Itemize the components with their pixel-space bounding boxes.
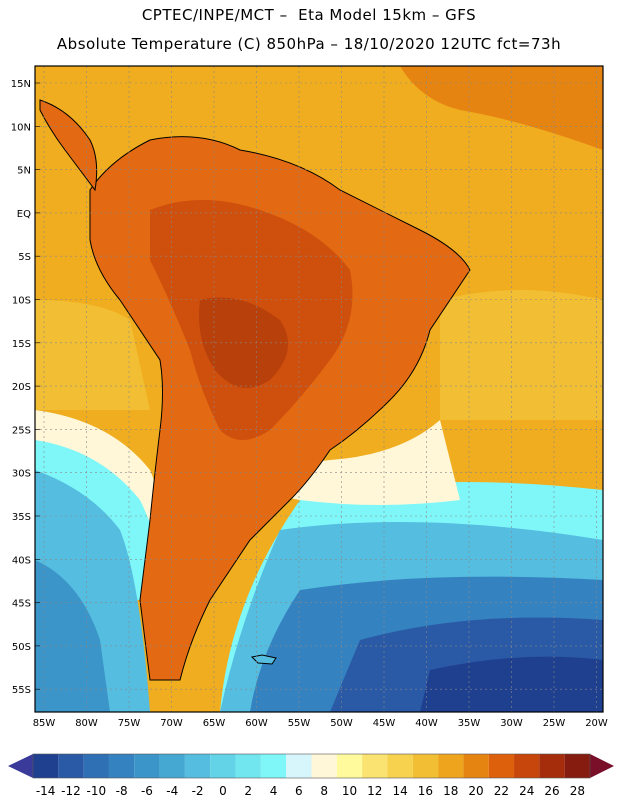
central-america-land <box>39 99 98 192</box>
colorbar-swatch <box>514 754 540 778</box>
map-frame <box>34 65 604 713</box>
colorbar-swatch <box>58 754 84 778</box>
lat-tick-label: EQ <box>17 209 31 220</box>
colorbar-under-arrow <box>8 754 33 778</box>
lon-tick-label: 80W <box>75 718 98 729</box>
colorbar-swatch <box>463 754 489 778</box>
lon-tick-label: 20W <box>585 718 608 729</box>
lat-tick-label: 10N <box>11 122 31 133</box>
colorbar-tick-label: 4 <box>270 784 278 798</box>
map-title-variable: Absolute Temperature (C) 850hPa – 18/10/… <box>56 35 562 53</box>
colorbar-tick-label: 14 <box>392 784 407 798</box>
lon-tick-label: 30W <box>500 718 523 729</box>
lat-tick-label: 45S <box>12 599 31 610</box>
colorbar-swatch <box>488 754 515 778</box>
colorbar-tick-label: 8 <box>320 784 328 798</box>
lat-tick-label: 5N <box>17 166 31 177</box>
colorbar: -14 -12 -10 -8 -6 -4 -2 0 2 4 6 8 10 12 14 16 18 20 22 24 26… <box>8 753 614 798</box>
colorbar-tick-label: 24 <box>519 784 534 798</box>
lon-tick-label: 85W <box>33 718 56 729</box>
lon-tick-label: 75W <box>118 718 141 729</box>
colorbar-swatch <box>134 754 160 778</box>
colorbar-tick-label: 22 <box>494 784 509 798</box>
colorbar-swatch <box>159 754 185 778</box>
lat-tick-label: 25S <box>12 425 31 436</box>
lat-tick-label: 15N <box>11 79 31 90</box>
temperature-band-pacific-minus4c <box>35 560 110 712</box>
colorbar-swatch <box>286 754 312 778</box>
colorbar-tick-label: 28 <box>570 784 585 798</box>
colorbar-tick-label: 20 <box>468 784 483 798</box>
colorbar-tick-label: 2 <box>244 784 252 798</box>
lon-tick-label: 55W <box>288 718 311 729</box>
colorbar-tick-label: -8 <box>116 784 128 798</box>
map-title-model: CPTEC/INPE/MCT – Eta Model 15km – GFS <box>141 6 477 24</box>
lon-tick-label: 40W <box>415 718 438 729</box>
colorbar-swatch <box>336 754 363 778</box>
colorbar-tick-label: -14 <box>36 784 56 798</box>
lon-tick-label: 70W <box>160 718 183 729</box>
lon-tick-label: 60W <box>245 718 268 729</box>
colorbar-tick-label: -6 <box>141 784 153 798</box>
colorbar-tick-label: 18 <box>443 784 458 798</box>
colorbar-swatch <box>108 754 135 778</box>
colorbar-swatch <box>235 754 261 778</box>
lat-tick-label: 15S <box>12 339 31 350</box>
lon-tick-label: 65W <box>203 718 226 729</box>
lon-tick-label: 35W <box>458 718 481 729</box>
colorbar-tick-label: 6 <box>295 784 303 798</box>
colorbar-tick-label: -12 <box>61 784 81 798</box>
lat-tick-label: 5S <box>18 252 31 263</box>
colorbar-swatch <box>564 754 590 778</box>
colorbar-swatch <box>33 754 59 778</box>
colorbar-tick-label: -2 <box>192 784 204 798</box>
falkland-islands <box>250 654 277 665</box>
colorbar-swatch <box>260 754 287 778</box>
colorbar-swatch <box>83 754 109 778</box>
colorbar-over-arrow <box>590 754 614 778</box>
colorbar-tick-label: 26 <box>544 784 559 798</box>
temperature-band-atlantic-north <box>400 66 603 150</box>
colorbar-swatch <box>362 754 388 778</box>
lon-tick-label: 50W <box>330 718 353 729</box>
lon-tick-label: 45W <box>373 718 396 729</box>
lat-tick-label: 20S <box>12 382 31 393</box>
lat-tick-label: 30S <box>12 469 31 480</box>
lat-tick-label: 10S <box>12 296 31 307</box>
temperature-band-atlantic-minus12c <box>420 656 603 712</box>
temperature-band-atlantic-20c <box>440 290 603 420</box>
colorbar-swatch <box>438 754 464 778</box>
colorbar-swatch <box>184 754 211 778</box>
map-canvas: 15N 10N 5N EQ 5S 10S 15S 20S 25S 30S 35S 40S 45S 50S 5… <box>11 65 608 729</box>
colorbar-tick-label: 0 <box>219 784 227 798</box>
lat-tick-label: 40S <box>12 555 31 566</box>
colorbar-swatch <box>210 754 236 778</box>
colorbar-swatch <box>539 754 565 778</box>
temperature-band-pacific-20c <box>35 300 150 410</box>
colorbar-tick-label: 10 <box>342 784 357 798</box>
colorbar-tick-label: -10 <box>86 784 106 798</box>
colorbar-swatch <box>387 754 413 778</box>
colorbar-swatch <box>311 754 337 778</box>
colorbar-tick-label: 12 <box>367 784 382 798</box>
colorbar-tick-label: -4 <box>166 784 178 798</box>
lat-tick-label: 50S <box>12 642 31 653</box>
lon-tick-label: 25W <box>543 718 566 729</box>
colorbar-tick-label: 16 <box>418 784 433 798</box>
lat-tick-label: 35S <box>12 512 31 523</box>
temperature-max-core <box>199 297 288 388</box>
colorbar-swatch <box>412 754 439 778</box>
lat-tick-label: 55S <box>12 685 31 696</box>
